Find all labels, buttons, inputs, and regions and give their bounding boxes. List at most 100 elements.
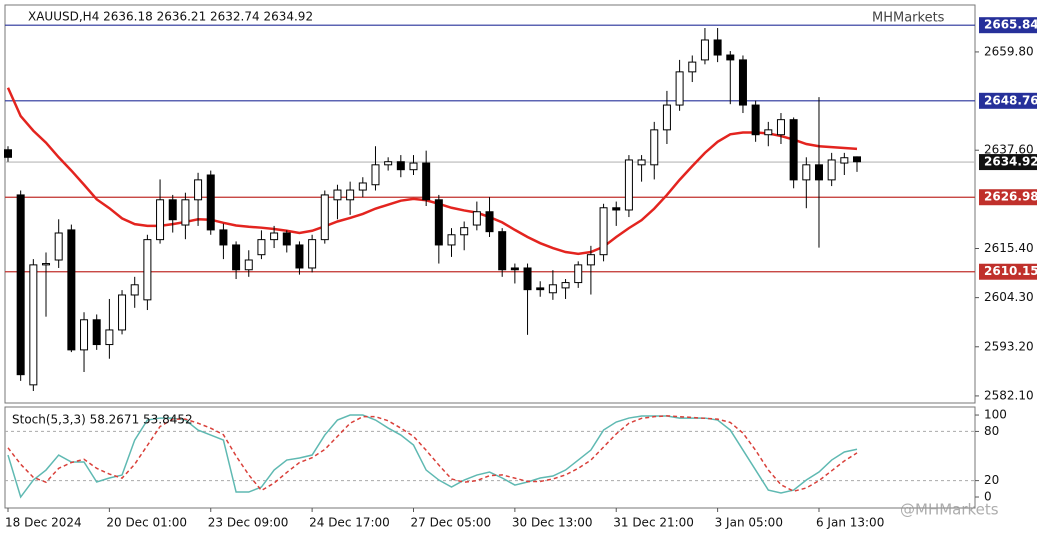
candle-body [257, 239, 266, 256]
candle-body [232, 244, 241, 271]
y-tick-label: 2615.40 [984, 241, 1034, 255]
candle-body [219, 229, 228, 246]
candle-body [726, 54, 735, 61]
x-tick-label: 18 Dec 2024 [5, 516, 82, 530]
candle-body [662, 104, 671, 131]
candle-body [409, 162, 418, 171]
level-tag [979, 263, 1037, 280]
x-tick-label: 3 Jan 05:00 [715, 516, 783, 530]
candle-body [270, 232, 279, 241]
level-tag [979, 154, 1037, 171]
candle-body [156, 199, 165, 241]
stoch-line [7, 415, 858, 493]
candle-body [599, 207, 608, 256]
y-tick-label: 2593.20 [984, 339, 1034, 353]
candle-body [827, 159, 836, 181]
candle-body [472, 211, 481, 226]
y-tick-label: 2604.30 [984, 290, 1034, 304]
candle-body [624, 159, 633, 211]
candle-body [789, 119, 798, 181]
candle-body [612, 207, 621, 211]
y-tick-label: 2637.60 [984, 143, 1034, 157]
candle-body [282, 232, 291, 246]
candle-body [574, 264, 583, 284]
candle-body [181, 199, 190, 226]
candle-body [54, 232, 63, 261]
candle-body [853, 156, 861, 163]
x-tick-label: 30 Dec 13:00 [512, 516, 593, 530]
candle-body [308, 239, 317, 269]
x-tick-label: 31 Dec 21:00 [613, 516, 694, 530]
candle-body [29, 264, 38, 386]
candle-body [42, 263, 51, 266]
level-label: 2626.98 [984, 190, 1039, 204]
level-tag [979, 92, 1037, 109]
candle-body [840, 157, 849, 164]
x-tick-label: 23 Dec 09:00 [208, 516, 289, 530]
candle-body [637, 159, 646, 166]
x-tick-label: 24 Dec 17:00 [309, 516, 390, 530]
candle-body [130, 284, 139, 296]
candle-body [206, 174, 215, 231]
y-tick-label: 100 [984, 408, 1007, 422]
watermark: @MHMarkets [900, 501, 999, 519]
candle-body [776, 119, 785, 136]
candle-body [586, 254, 595, 266]
candle-body [358, 182, 367, 191]
candle-body [460, 227, 469, 236]
candle-body [92, 319, 101, 346]
y-tick-label: 0 [984, 490, 992, 504]
candle-body [4, 149, 12, 158]
candle-body [244, 259, 253, 271]
candle-body [650, 129, 659, 166]
level-tag [979, 189, 1037, 206]
candle-body [396, 161, 405, 171]
x-tick-label: 27 Dec 05:00 [410, 516, 491, 530]
candle-body [713, 39, 722, 56]
candle-body [548, 284, 557, 294]
level-label: 2610.15 [984, 264, 1039, 278]
candle-body [814, 164, 823, 181]
y-tick-label: 80 [984, 424, 999, 438]
candle-body [434, 199, 443, 246]
candle-body [384, 161, 393, 166]
candle-body [194, 179, 203, 201]
candle-body [105, 329, 114, 346]
candle-body [510, 267, 519, 271]
candle-body [447, 234, 456, 246]
level-tag [979, 17, 1037, 34]
watermark: MHMarkets [872, 11, 945, 26]
candle-body [523, 267, 532, 291]
level-label: 2648.76 [984, 93, 1039, 107]
candle-body [118, 294, 127, 331]
candle-body [561, 282, 570, 289]
candle-body [675, 71, 684, 106]
candle-body [485, 211, 494, 233]
level-label: 2634.92 [984, 155, 1039, 169]
candle-body [80, 319, 89, 351]
candle-body [498, 231, 507, 271]
y-tick-label: 20 [984, 473, 999, 487]
candle-body [295, 244, 304, 269]
candle-body [738, 59, 747, 106]
candle-body [371, 164, 380, 186]
candle-body [422, 162, 431, 201]
candle-body [320, 194, 329, 241]
candle-body [168, 199, 177, 221]
y-tick-label: 2659.80 [984, 44, 1034, 58]
level-label: 2665.84 [984, 18, 1039, 32]
candle-body [751, 104, 760, 136]
candle-body [688, 61, 697, 73]
candle-body [143, 239, 152, 301]
candle-body [333, 189, 342, 201]
moving-average [6, 87, 858, 256]
candle-body [536, 287, 545, 291]
candle-body [802, 164, 811, 181]
candle-body [16, 194, 25, 376]
stoch-panel [4, 406, 976, 509]
indicator-title: Stoch(5,3,3) 58.2671 53.8452 [12, 413, 193, 427]
candle-body [764, 129, 773, 136]
x-tick-label: 20 Dec 01:00 [106, 516, 187, 530]
candle-body [67, 229, 76, 351]
